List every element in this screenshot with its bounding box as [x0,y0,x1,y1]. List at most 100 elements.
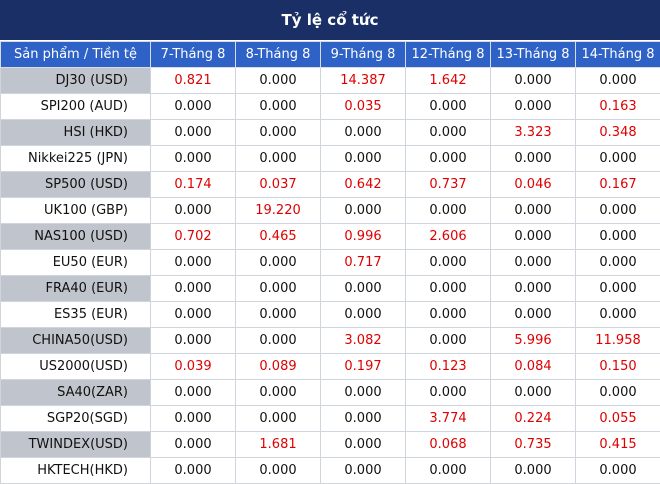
dividend-value-cell: 3.082 [321,328,406,354]
dividend-value-cell: 0.150 [576,354,660,380]
dividend-value-cell: 0.000 [321,380,406,406]
dividend-value-cell: 0.000 [236,276,321,302]
dividend-value-cell: 0.000 [151,250,236,276]
dividend-value-cell: 0.197 [321,354,406,380]
dividend-value-cell: 0.000 [491,146,576,172]
dividend-value-cell: 0.000 [236,146,321,172]
dividend-value-cell: 0.000 [151,146,236,172]
dividend-value-cell: 0.821 [151,68,236,94]
dividend-value-cell: 0.000 [406,94,491,120]
column-header-date: 8-Tháng 8 [236,42,321,68]
dividend-value-cell: 0.737 [406,172,491,198]
product-cell: UK100 (GBP) [1,198,151,224]
dividend-value-cell: 0.000 [491,224,576,250]
dividend-value-cell: 2.606 [406,224,491,250]
dividend-value-cell: 0.000 [151,276,236,302]
product-cell: SA40(ZAR) [1,380,151,406]
dividend-value-cell: 0.000 [321,406,406,432]
dividend-value-cell: 0.055 [576,406,660,432]
table-title: Tỷ lệ cổ tức [0,0,660,41]
dividend-value-cell: 0.000 [406,380,491,406]
dividend-value-cell: 0.000 [576,250,660,276]
dividend-value-cell: 0.000 [406,250,491,276]
column-header-date: 13-Tháng 8 [491,42,576,68]
product-cell: SGP20(SGD) [1,406,151,432]
dividend-value-cell: 0.000 [576,68,660,94]
dividend-value-cell: 0.163 [576,94,660,120]
product-cell: SP500 (USD) [1,172,151,198]
dividend-value-cell: 0.000 [491,276,576,302]
dividend-value-cell: 14.387 [321,68,406,94]
dividend-value-cell: 0.123 [406,354,491,380]
dividend-value-cell: 0.000 [406,276,491,302]
dividend-value-cell: 0.000 [406,302,491,328]
dividend-value-cell: 3.774 [406,406,491,432]
dividend-value-cell: 0.000 [151,328,236,354]
column-header-date: 7-Tháng 8 [151,42,236,68]
dividend-value-cell: 0.735 [491,432,576,458]
dividend-value-cell: 0.000 [321,198,406,224]
product-cell: FRA40 (EUR) [1,276,151,302]
dividend-value-cell: 0.000 [321,276,406,302]
dividend-value-cell: 0.089 [236,354,321,380]
dividend-value-cell: 0.000 [576,224,660,250]
dividend-value-cell: 0.000 [576,198,660,224]
dividend-value-cell: 0.037 [236,172,321,198]
header-row: Sản phẩm / Tiền tệ 7-Tháng 8 8-Tháng 8 9… [1,42,660,68]
dividend-value-cell: 0.348 [576,120,660,146]
dividend-value-cell: 0.000 [151,198,236,224]
dividend-value-cell: 5.996 [491,328,576,354]
dividend-value-cell: 0.000 [321,432,406,458]
dividend-table: Sản phẩm / Tiền tệ 7-Tháng 8 8-Tháng 8 9… [0,41,660,484]
dividend-value-cell: 0.000 [406,198,491,224]
dividend-value-cell: 0.642 [321,172,406,198]
dividend-value-cell: 0.000 [491,250,576,276]
column-header-date: 12-Tháng 8 [406,42,491,68]
dividend-value-cell: 0.000 [491,68,576,94]
product-cell: NAS100 (USD) [1,224,151,250]
dividend-value-cell: 0.000 [491,458,576,484]
product-cell: DJ30 (USD) [1,68,151,94]
product-cell: ES35 (EUR) [1,302,151,328]
dividend-value-cell: 0.000 [151,302,236,328]
dividend-value-cell: 0.000 [406,120,491,146]
dividend-value-cell: 1.681 [236,432,321,458]
product-cell: CHINA50(USD) [1,328,151,354]
dividend-value-cell: 0.000 [236,328,321,354]
dividend-value-cell: 0.717 [321,250,406,276]
dividend-value-cell: 0.000 [491,302,576,328]
dividend-value-cell: 0.000 [236,302,321,328]
dividend-value-cell: 0.000 [321,302,406,328]
dividend-value-cell: 0.000 [151,120,236,146]
dividend-value-cell: 0.068 [406,432,491,458]
dividend-value-cell: 0.000 [151,380,236,406]
product-cell: SPI200 (AUD) [1,94,151,120]
dividend-value-cell: 0.046 [491,172,576,198]
dividend-value-cell: 0.039 [151,354,236,380]
dividend-value-cell: 0.702 [151,224,236,250]
dividend-value-cell: 0.035 [321,94,406,120]
column-header-date: 9-Tháng 8 [321,42,406,68]
dividend-value-cell: 0.000 [321,146,406,172]
dividend-value-cell: 0.000 [406,146,491,172]
column-header-product: Sản phẩm / Tiền tệ [1,42,151,68]
product-cell: Nikkei225 (JPN) [1,146,151,172]
dividend-value-cell: 0.000 [151,458,236,484]
product-cell: EU50 (EUR) [1,250,151,276]
dividend-value-cell: 11.958 [576,328,660,354]
dividend-value-cell: 0.000 [236,94,321,120]
dividend-value-cell: 0.000 [236,68,321,94]
